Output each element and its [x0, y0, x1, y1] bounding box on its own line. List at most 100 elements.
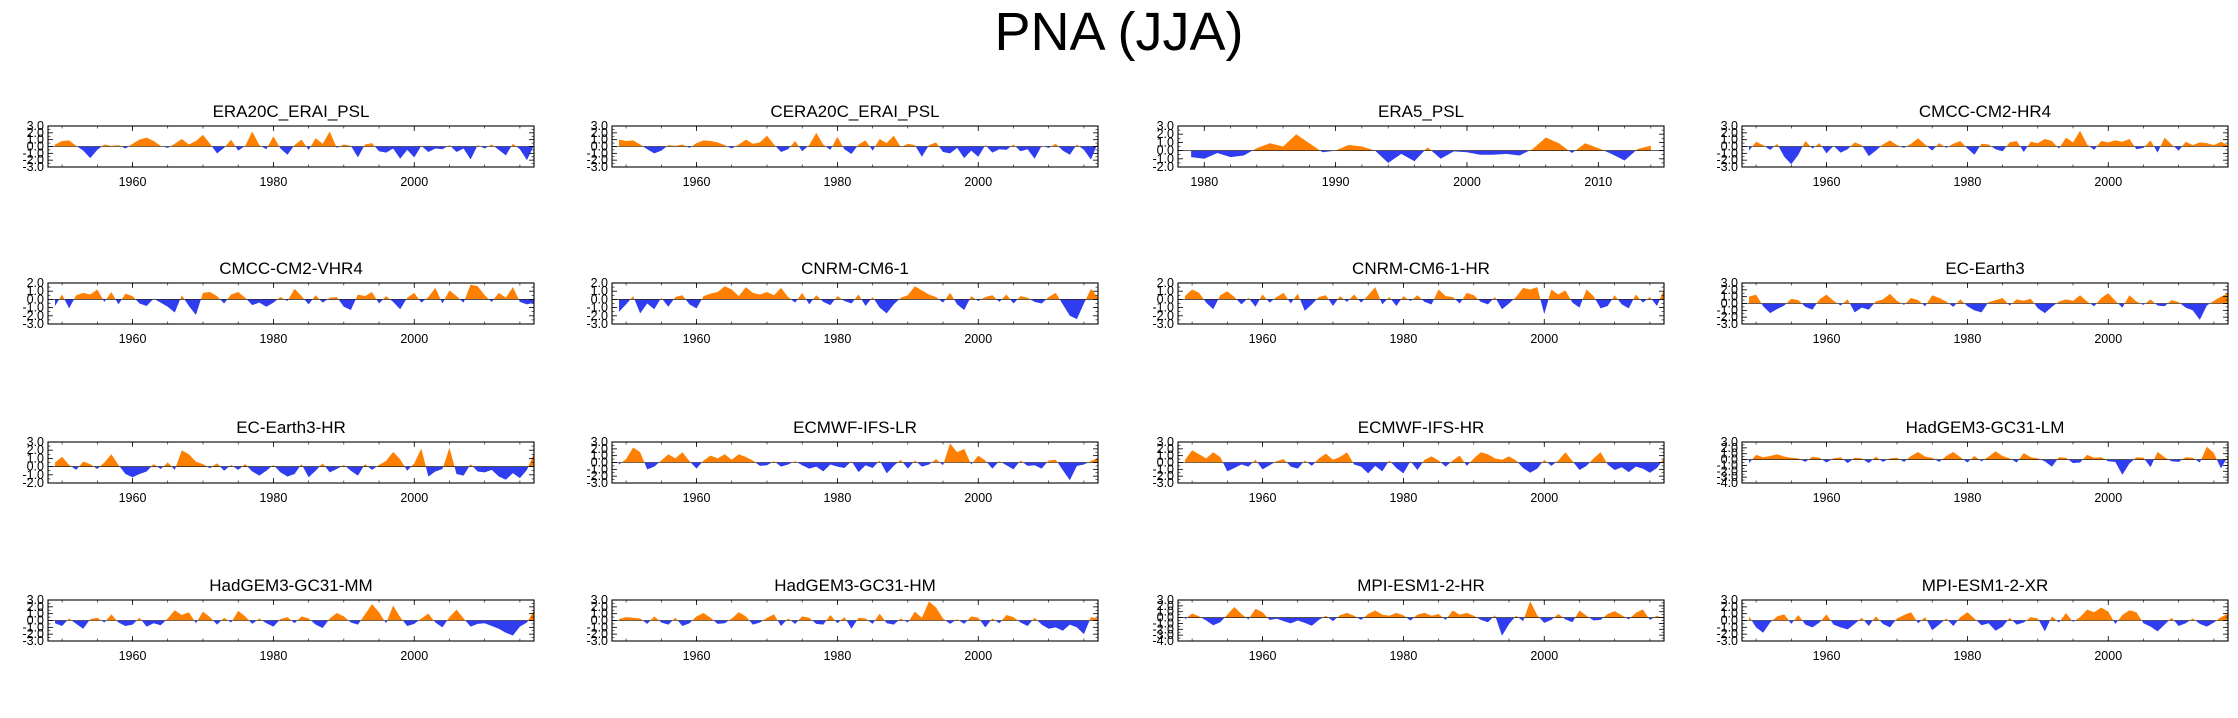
y-tick-label: -3.0 — [1152, 317, 1174, 331]
x-tick-label: 2000 — [1530, 491, 1558, 505]
y-tick-label: 3.0 — [591, 119, 608, 133]
x-tick-label: 1960 — [1813, 491, 1841, 505]
y-tick-label: 2.0 — [1721, 126, 1738, 140]
x-tick-label: 2000 — [2094, 491, 2122, 505]
series-positive-area — [1749, 446, 2228, 460]
x-tick-label: 1960 — [683, 491, 711, 505]
y-tick-label: 1.0 — [1157, 135, 1174, 149]
panel-title: HadGEM3-GC31-HM — [774, 576, 936, 595]
x-tick-label: 1980 — [1389, 332, 1417, 346]
y-tick-label: -2.0 — [22, 627, 44, 641]
panel-title: EC-Earth3-HR — [236, 418, 346, 437]
x-tick-label: 1980 — [1389, 649, 1417, 663]
series-positive-area — [1191, 134, 1651, 151]
y-tick-label: 0.0 — [1721, 297, 1738, 311]
y-tick-label: -3.0 — [1716, 160, 1738, 174]
series-negative-area — [55, 620, 534, 636]
y-tick-label: 3.0 — [1157, 435, 1174, 449]
panel-title: ERA5_PSL — [1378, 102, 1464, 121]
y-tick-label: -3.0 — [586, 634, 608, 648]
panel-15: MPI-ESM1-2-HR 3.02.01.00.0-1.0-2.0-3.0-4.… — [1152, 576, 1665, 663]
y-tick-label: 2.0 — [1157, 599, 1174, 613]
plot-frame — [47, 441, 535, 484]
series-positive-area — [619, 132, 1098, 147]
series-negative-area — [619, 620, 1098, 635]
panel-5: CMCC-CM2-VHR4 2.01.00.0-1.0-2.0-3.0 1960 19… — [22, 259, 535, 346]
plot-frame — [611, 282, 1099, 325]
series-positive-area — [59, 284, 519, 300]
y-tick-label: 0.0 — [1157, 144, 1174, 158]
y-tick-label: 3.0 — [27, 119, 44, 133]
y-tick-label: 0.0 — [1721, 614, 1738, 628]
series-negative-area — [1749, 620, 2228, 633]
x-tick-label: 2000 — [2094, 332, 2122, 346]
x-tick-label: 1980 — [259, 332, 287, 346]
panel-7: CNRM-CM6-1-HR 2.01.00.0-1.0-2.0-3.0 1960 19… — [1152, 259, 1665, 346]
panel-10: ECMWF-IFS-LR 3.02.01.00.0-1.0-2.0-3.0 1960… — [586, 418, 1099, 505]
series-negative-area — [55, 146, 534, 161]
y-tick-label: 3.0 — [1157, 593, 1174, 607]
x-tick-label: 1980 — [259, 649, 287, 663]
y-tick-label: 2.0 — [591, 276, 608, 290]
y-tick-label: -1.0 — [1152, 462, 1174, 476]
series-positive-area — [1185, 450, 1664, 463]
y-tick-label: 2.0 — [1721, 283, 1738, 297]
series-negative-area — [619, 146, 1098, 160]
y-tick-label: 3.0 — [591, 593, 608, 607]
panel-3: ERA5_PSL 3.02.01.00.0-1.0-2.0 1980 1990 2000… — [1152, 102, 1665, 189]
y-tick-label: -2.0 — [1152, 622, 1174, 636]
series-negative-area — [1185, 462, 1664, 474]
y-tick-label: 0.0 — [591, 140, 608, 154]
y-tick-label: -2.0 — [586, 469, 608, 483]
y-tick-label: -3.0 — [1716, 317, 1738, 331]
y-tick-label: -2.0 — [1716, 627, 1738, 641]
plot-frame — [1741, 441, 2229, 484]
series-negative-area — [1185, 617, 1664, 636]
y-tick-label: 2.0 — [1721, 600, 1738, 614]
plot-frame — [1177, 282, 1665, 325]
x-tick-label: 1980 — [1953, 491, 1981, 505]
y-tick-label: -2.0 — [586, 153, 608, 167]
y-tick-label: 1.0 — [591, 607, 608, 621]
y-tick-label: -1.0 — [586, 462, 608, 476]
y-tick-label: -3.0 — [586, 476, 608, 490]
y-tick-label: -4.0 — [1716, 476, 1738, 490]
y-tick-label: 0.0 — [1157, 456, 1174, 470]
panel-title: CNRM-CM6-1 — [801, 259, 909, 278]
panel-16: MPI-ESM1-2-XR 3.02.01.00.0-1.0-2.0-3.0 196… — [1716, 576, 2229, 663]
x-tick-label: 1980 — [1953, 649, 1981, 663]
y-tick-label: 2.0 — [591, 126, 608, 140]
x-tick-label: 2000 — [1530, 649, 1558, 663]
y-tick-label: 0.0 — [591, 292, 608, 306]
y-tick-label: 2.0 — [591, 442, 608, 456]
y-tick-label: 1.0 — [27, 451, 44, 465]
x-tick-label: 1980 — [1953, 175, 1981, 189]
page-title: PNA (JJA) — [994, 2, 1244, 62]
x-tick-label: 2000 — [2094, 649, 2122, 663]
plot-frame — [1177, 599, 1665, 642]
panel-title: CMCC-CM2-VHR4 — [219, 259, 363, 278]
y-tick-label: -3.0 — [22, 634, 44, 648]
panel-title: ECMWF-IFS-LR — [793, 418, 917, 437]
y-tick-label: 1.0 — [1157, 605, 1174, 619]
x-tick-label: 1960 — [1813, 175, 1841, 189]
series-positive-area — [55, 604, 534, 621]
y-tick-label: 2.0 — [27, 126, 44, 140]
y-tick-label: -2.0 — [1716, 153, 1738, 167]
y-tick-label: 1.0 — [1157, 449, 1174, 463]
series-negative-area — [1749, 303, 2228, 320]
x-tick-label: 1960 — [683, 175, 711, 189]
y-tick-label: -2.0 — [1716, 464, 1738, 478]
panel-title: CERA20C_ERAI_PSL — [770, 102, 939, 121]
y-tick-label: -1.0 — [1716, 303, 1738, 317]
x-tick-label: 1980 — [1953, 332, 1981, 346]
panel-13: HadGEM3-GC31-MM 3.02.01.00.0-1.0-2.0-3.0 1… — [22, 576, 535, 663]
panel-title: ECMWF-IFS-HR — [1358, 418, 1485, 437]
panel-2: CERA20C_ERAI_PSL 3.02.01.00.0-1.0-2.0-3.0… — [586, 102, 1099, 189]
x-tick-label: 1980 — [823, 175, 851, 189]
y-tick-label: 3.0 — [1157, 119, 1174, 133]
series-positive-area — [1749, 293, 2228, 304]
x-tick-label: 2000 — [400, 491, 428, 505]
y-tick-label: 0.0 — [1157, 611, 1174, 625]
